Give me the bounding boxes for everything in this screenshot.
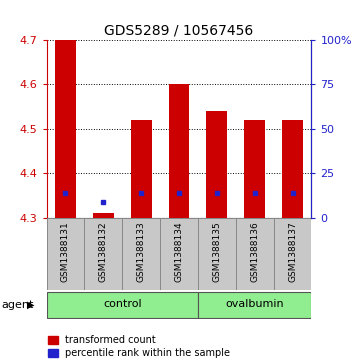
Text: ▶: ▶ <box>27 300 34 310</box>
Bar <box>84 218 122 290</box>
Bar <box>198 218 236 290</box>
Bar <box>160 218 198 290</box>
Bar <box>236 218 274 290</box>
Text: ovalbumin: ovalbumin <box>226 299 284 309</box>
Bar <box>198 292 311 318</box>
Bar <box>131 120 151 218</box>
Text: GSM1388137: GSM1388137 <box>288 221 297 282</box>
Bar <box>244 120 265 218</box>
Text: GSM1388134: GSM1388134 <box>174 221 184 282</box>
Bar <box>122 218 160 290</box>
Bar <box>282 120 303 218</box>
Bar <box>47 218 84 290</box>
Text: GSM1388133: GSM1388133 <box>137 221 146 282</box>
Bar <box>169 85 189 218</box>
Bar <box>207 111 227 218</box>
Text: GSM1388136: GSM1388136 <box>250 221 259 282</box>
Title: GDS5289 / 10567456: GDS5289 / 10567456 <box>105 23 253 37</box>
Bar <box>274 218 311 290</box>
Bar <box>93 213 114 218</box>
Text: GSM1388135: GSM1388135 <box>212 221 221 282</box>
Bar <box>47 292 198 318</box>
Text: agent: agent <box>2 300 34 310</box>
Text: GSM1388131: GSM1388131 <box>61 221 70 282</box>
Legend: transformed count, percentile rank within the sample: transformed count, percentile rank withi… <box>48 335 230 358</box>
Bar <box>55 40 76 218</box>
Text: GSM1388132: GSM1388132 <box>99 221 108 282</box>
Text: control: control <box>103 299 141 309</box>
